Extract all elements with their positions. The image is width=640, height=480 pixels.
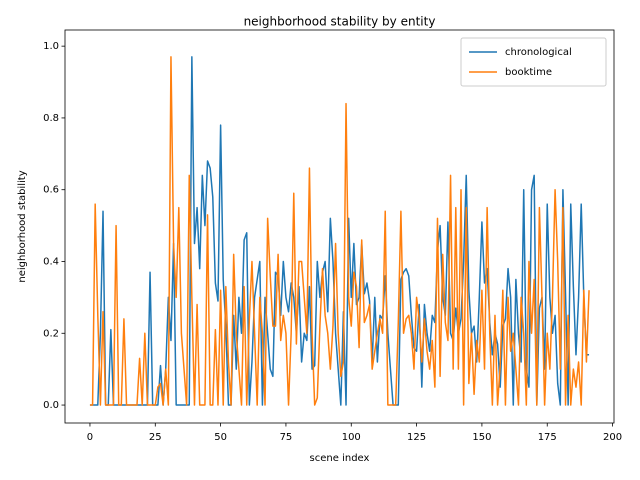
chart-title: neighborhood stability by entity [244, 15, 436, 29]
series-line [89, 56, 590, 406]
plot-frame [64, 29, 615, 424]
x-tick-label: 50 [214, 432, 227, 443]
y-tick-label: 0.6 [43, 185, 59, 196]
x-axis-label: scene index [310, 453, 370, 464]
x-tick-label: 25 [149, 432, 162, 443]
x-tick-label: 75 [280, 432, 293, 443]
x-tick-label: 0 [87, 432, 93, 443]
series-line [89, 56, 590, 406]
legend-label: booktime [505, 67, 552, 78]
y-tick-label: 0.8 [43, 113, 59, 124]
x-tick-label: 175 [538, 432, 557, 443]
y-tick-label: 1.0 [43, 41, 59, 52]
x-tick-label: 100 [342, 432, 361, 443]
y-tick-label: 0.4 [43, 256, 59, 267]
y-axis-label: neighborhood stability [17, 170, 28, 282]
legend-label: chronological [505, 47, 572, 58]
x-tick-label: 150 [472, 432, 491, 443]
y-tick-label: 0.0 [43, 400, 59, 411]
legend-box [460, 37, 607, 87]
x-tick-label: 125 [407, 432, 426, 443]
y-tick-label: 0.2 [43, 328, 59, 339]
x-tick-label: 200 [603, 432, 622, 443]
